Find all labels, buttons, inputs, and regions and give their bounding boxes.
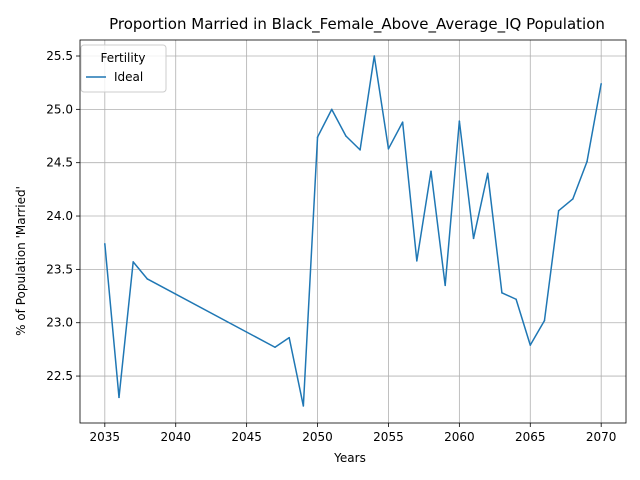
x-tick-label: 2045 (231, 430, 262, 444)
series-line-ideal (104, 55, 602, 407)
grid (80, 40, 626, 423)
x-tick-label: 2055 (373, 430, 404, 444)
x-tick-label: 2050 (302, 430, 333, 444)
data-point (104, 243, 106, 245)
y-tick-label: 24.0 (46, 209, 73, 223)
data-point (387, 148, 390, 150)
y-axis: 22.5 23.0 23.5 24.0 24.5 25.0 25.5 (46, 49, 80, 383)
x-axis: 2035 2040 2045 2050 2055 2060 2065 2070 (90, 423, 617, 444)
data-point (472, 237, 475, 240)
data-point (132, 261, 134, 263)
data-point (430, 170, 432, 172)
y-axis-label: % of Population 'Married' (14, 186, 28, 336)
data-point (416, 260, 418, 262)
data-point (458, 120, 461, 122)
data-point (330, 108, 333, 111)
y-tick-label: 23.0 (46, 316, 73, 330)
legend-title: Fertility (100, 51, 145, 65)
series-group (104, 55, 602, 407)
x-tick-label: 2040 (160, 430, 191, 444)
data-point (600, 82, 602, 85)
legend-box (80, 44, 167, 93)
data-point (586, 160, 588, 163)
x-tick-label: 2065 (515, 430, 546, 444)
data-point (302, 405, 305, 407)
chart-title: Proportion Married in Black_Female_Above… (109, 15, 605, 34)
plot-area (79, 39, 627, 424)
data-point (501, 292, 503, 294)
data-point (345, 135, 347, 137)
y-tick-label: 24.5 (46, 156, 73, 170)
y-tick-label: 25.0 (46, 102, 73, 116)
y-tick-label: 22.5 (46, 369, 73, 383)
data-point (288, 336, 290, 339)
x-tick-label: 2035 (90, 430, 121, 444)
data-point (486, 172, 489, 175)
x-tick-label: 2070 (586, 430, 617, 444)
data-point (572, 198, 574, 200)
y-tick-label: 25.5 (46, 49, 73, 63)
data-point (359, 149, 361, 151)
data-point (529, 344, 532, 346)
data-point (543, 319, 546, 322)
data-point (146, 278, 149, 280)
legend: Fertility Ideal (80, 44, 167, 93)
legend-label-ideal: Ideal (114, 70, 143, 84)
data-point (118, 396, 120, 399)
data-point (316, 136, 319, 138)
x-tick-label: 2060 (444, 430, 475, 444)
y-tick-label: 23.5 (46, 262, 73, 276)
data-point (444, 284, 446, 287)
data-point (274, 346, 276, 349)
x-axis-label: Years (333, 451, 366, 465)
data-point (373, 55, 376, 57)
data-point (401, 121, 404, 123)
data-point (515, 298, 517, 300)
data-point (557, 209, 560, 212)
